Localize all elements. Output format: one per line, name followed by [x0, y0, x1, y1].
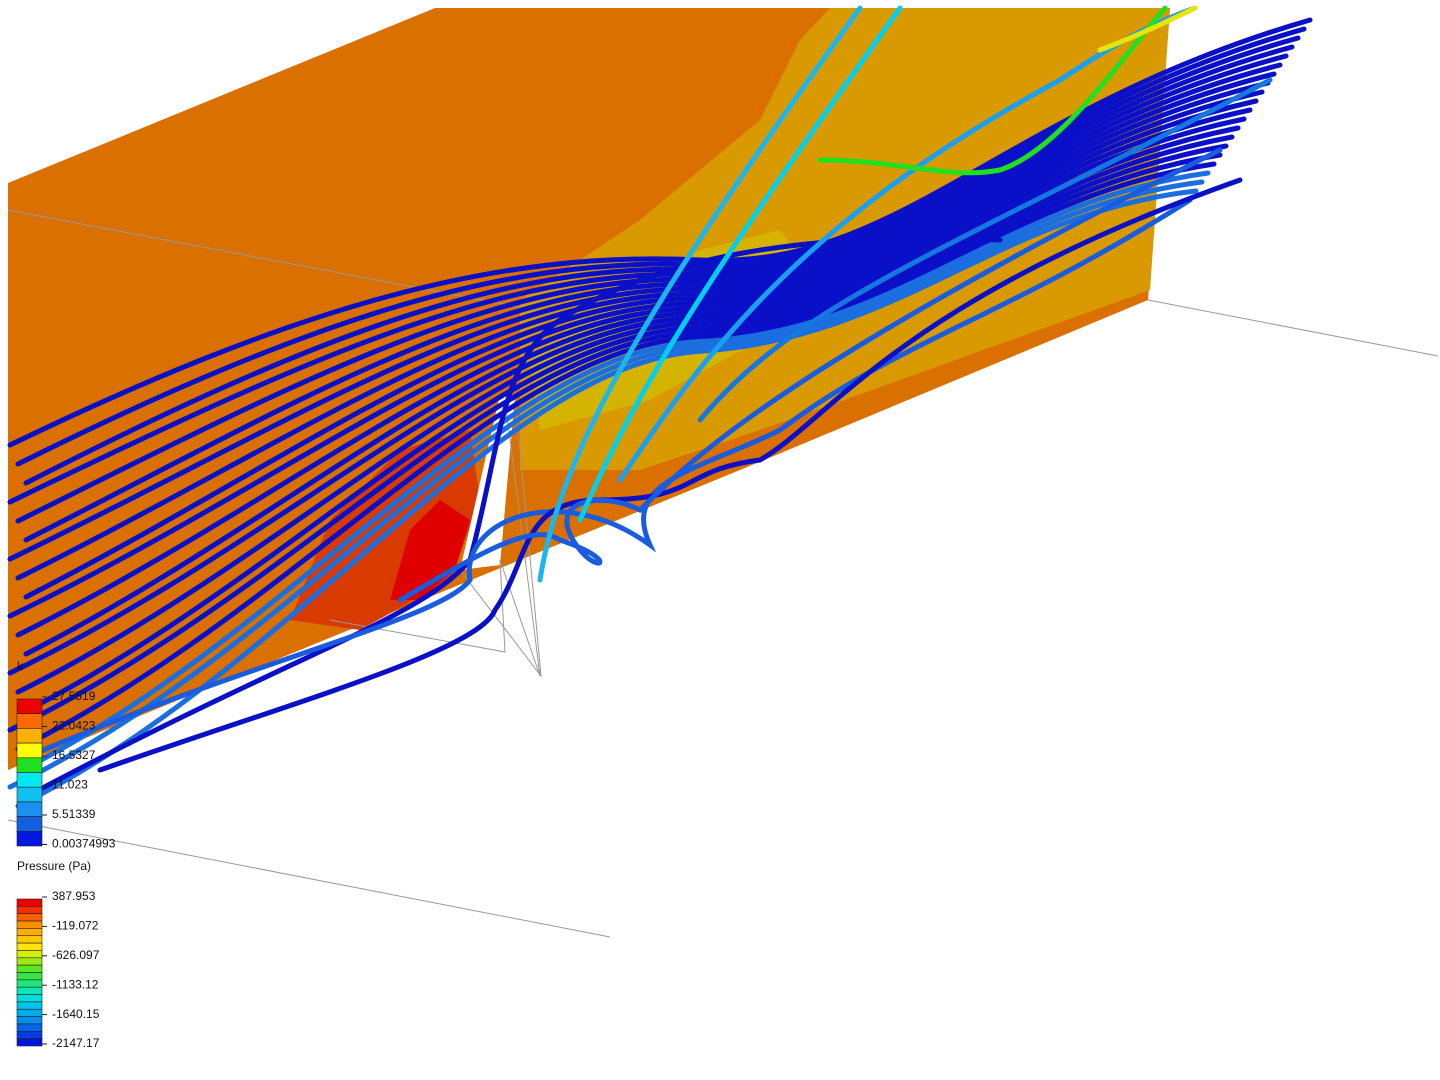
color-band [16, 1023, 43, 1032]
color-band [16, 994, 43, 1003]
streamline [7, 179, 1205, 790]
legend-label: -1133.12 [52, 977, 99, 991]
legend-title: Pressure (Pa) [17, 859, 91, 873]
legends: k 27.5519 22.0423 16.5327 11.023 5.51339 0.003… [16, 659, 116, 1050]
color-band [16, 757, 43, 773]
legend-title: k [17, 659, 24, 673]
color-band [16, 1016, 43, 1025]
color-band [16, 950, 43, 959]
color-band [16, 1038, 43, 1047]
color-band [16, 920, 43, 929]
color-band [16, 957, 43, 966]
streamline [15, 107, 1253, 638]
streamline [7, 152, 1223, 733]
edge [1147, 299, 1439, 357]
streamline [7, 44, 1295, 505]
color-band [16, 713, 43, 729]
streamline [577, 5, 903, 523]
color-band [16, 772, 43, 788]
color-legend: k 27.5519 22.0423 16.5327 11.023 5.51339 0.003… [16, 659, 116, 851]
edge [459, 394, 542, 678]
color-band [16, 742, 43, 759]
color-band [16, 816, 43, 832]
legend-label: 387.953 [52, 889, 96, 903]
color-band [16, 986, 43, 995]
legend-label: 5.51339 [52, 807, 96, 821]
color-band [16, 906, 43, 914]
streamline [15, 80, 1271, 581]
legend-label: 11.023 [52, 778, 88, 792]
streamline [23, 116, 1247, 657]
color-band [16, 698, 43, 714]
edge [7, 209, 641, 331]
legend-label: -119.072 [52, 919, 99, 933]
color-band [16, 942, 43, 951]
wireframe [7, 209, 1439, 938]
color-band [16, 928, 43, 937]
color-band [16, 830, 43, 847]
streamline [1097, 5, 1198, 53]
streamline [537, 5, 863, 583]
color-band [16, 935, 43, 944]
legend-label: 0.00374993 [52, 837, 116, 851]
streamline [397, 147, 1223, 603]
legend-label: -2147.17 [52, 1036, 100, 1050]
streamline [17, 235, 1003, 803]
legend-label: 16.5327 [52, 748, 96, 762]
legend-label: 22.0423 [52, 719, 96, 733]
color-band [16, 801, 43, 817]
streamline [817, 5, 1168, 176]
scene [7, 5, 1439, 938]
edge [329, 399, 541, 677]
streamline [15, 53, 1289, 524]
streamline [15, 188, 1199, 809]
streamline [7, 71, 1277, 562]
color-band [16, 1008, 43, 1017]
streamline [7, 98, 1259, 619]
color-band [16, 1001, 43, 1010]
color-band [16, 1031, 43, 1039]
color-band [16, 786, 43, 803]
legend-label: 27.5519 [52, 689, 96, 703]
streamlines [7, 5, 1313, 809]
legend-label: -1640.15 [52, 1007, 100, 1021]
color-band [16, 913, 43, 922]
color-band [16, 972, 43, 981]
color-band [16, 898, 43, 907]
color-band [16, 964, 43, 973]
streamline [23, 35, 1301, 486]
color-band [16, 728, 43, 744]
color-band [16, 979, 43, 988]
legend-label: -626.097 [52, 948, 100, 962]
streamline [23, 62, 1283, 543]
streamline [15, 161, 1217, 752]
streamline [697, 77, 1273, 423]
streamline [23, 170, 1211, 771]
color-legend: Pressure (Pa) 387.953 -119.072 -626.097 -113… [16, 859, 100, 1050]
edge [7, 819, 611, 938]
pressure-red-core [390, 500, 470, 600]
streamline [17, 197, 1193, 763]
